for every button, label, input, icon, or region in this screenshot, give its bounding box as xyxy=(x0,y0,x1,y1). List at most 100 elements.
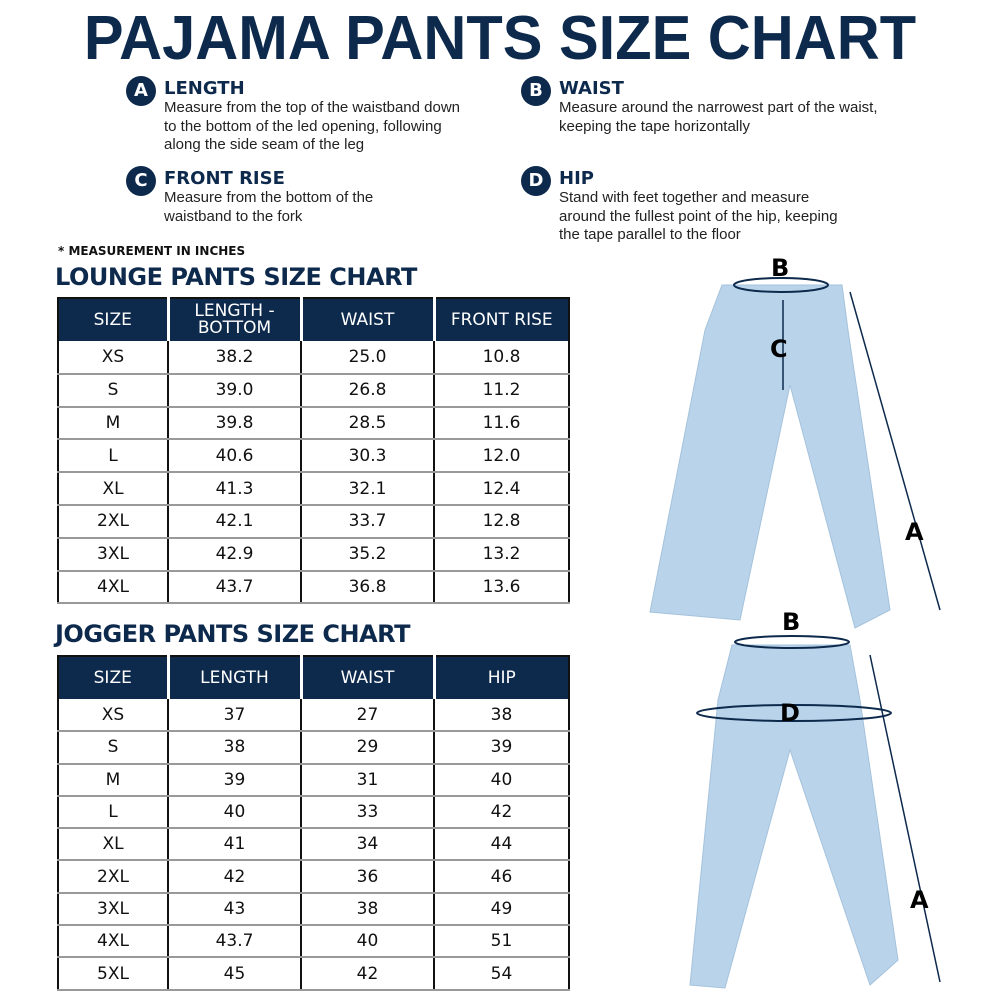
table-row: XL 41.3 32.1 12.4 xyxy=(58,472,569,506)
table-cell: 13.6 xyxy=(434,570,569,605)
definition-waist: B WAIST Measure around the narrowest par… xyxy=(521,76,901,136)
lounge-title: LOUNGE PANTS SIZE CHART xyxy=(55,263,417,291)
hip-tape xyxy=(696,704,892,722)
table-row: S 39.0 26.8 11.2 xyxy=(58,373,569,408)
table-cell: 12.0 xyxy=(434,439,569,474)
definition-text: Measure from the bottom of the waistband… xyxy=(164,189,374,225)
column-header: LENGTH xyxy=(168,656,303,699)
letter-badge: A xyxy=(126,76,156,106)
table-cell: L xyxy=(58,795,169,830)
table-cell: 27 xyxy=(301,699,435,733)
table-cell: 43 xyxy=(168,892,302,927)
table-cell: XL xyxy=(58,472,169,506)
table-cell: 11.6 xyxy=(434,406,569,441)
table-cell: 42.9 xyxy=(168,537,302,572)
table-cell: 45 xyxy=(168,957,302,991)
table-row: 4XL 43.7 40 51 xyxy=(58,925,569,959)
column-header: HIP xyxy=(434,656,569,699)
table-row: 2XL 42 36 46 xyxy=(58,860,569,894)
table-cell: XS xyxy=(58,699,169,733)
letter-badge: C xyxy=(126,166,156,196)
table-row: XS 38.2 25.0 10.8 xyxy=(58,341,569,375)
table-cell: 10.8 xyxy=(434,341,569,375)
table-cell: 3XL xyxy=(58,537,169,572)
table-cell: 34 xyxy=(301,828,435,862)
definition-title: WAIST xyxy=(559,78,624,99)
table-cell: 51 xyxy=(434,925,569,959)
table-cell: 5XL xyxy=(58,957,169,991)
table-cell: 42 xyxy=(434,795,569,830)
table-cell: 39 xyxy=(434,731,569,765)
table-cell: 38 xyxy=(434,699,569,733)
table-cell: 39 xyxy=(168,763,302,797)
letter-badge: D xyxy=(521,166,551,196)
definition-title: HIP xyxy=(559,168,594,189)
length-arrow xyxy=(869,654,941,983)
table-cell: S xyxy=(58,731,169,765)
table-cell: 25.0 xyxy=(301,341,435,375)
table-cell: M xyxy=(58,763,169,797)
column-header: WAIST xyxy=(301,656,436,699)
diagram-label-b: B xyxy=(782,608,800,636)
table-cell: 11.2 xyxy=(434,373,569,408)
table-cell: 54 xyxy=(434,957,569,991)
table-row: 2XL 42.1 33.7 12.8 xyxy=(58,504,569,539)
waist-tape xyxy=(733,277,829,293)
table-cell: 32.1 xyxy=(301,472,435,506)
column-header: FRONT RISE xyxy=(434,298,569,341)
column-header: SIZE xyxy=(58,656,170,699)
table-cell: 38 xyxy=(301,892,435,927)
lounge-size-table: SIZE LENGTH - BOTTOM WAIST FRONT RISE XS 38.2… xyxy=(57,297,570,605)
table-cell: 39.0 xyxy=(168,373,302,408)
table-cell: 38 xyxy=(168,731,302,765)
table-row: L 40 33 42 xyxy=(58,795,569,830)
diagram-label-a: A xyxy=(910,886,929,914)
definition-hip: D HIP Stand with feet together and measu… xyxy=(521,166,901,246)
table-cell: 36 xyxy=(301,860,435,894)
table-cell: 43.7 xyxy=(168,925,302,959)
table-row: M 39.8 28.5 11.6 xyxy=(58,406,569,441)
table-cell: 3XL xyxy=(58,892,169,927)
diagram-label-b: B xyxy=(771,254,789,282)
lounge-pants-image xyxy=(649,284,891,629)
table-cell: 12.4 xyxy=(434,472,569,506)
table-cell: 29 xyxy=(301,731,435,765)
pants-diagram: B C A B D A xyxy=(649,254,941,989)
table-row: 3XL 42.9 35.2 13.2 xyxy=(58,537,569,572)
table-cell: 43.7 xyxy=(168,570,302,605)
table-row: S 38 29 39 xyxy=(58,731,569,765)
table-cell: 37 xyxy=(168,699,302,733)
definition-title: FRONT RISE xyxy=(164,168,285,189)
table-cell: 49 xyxy=(434,892,569,927)
table-cell: 4XL xyxy=(58,570,169,605)
jogger-pants-image xyxy=(689,644,899,989)
table-cell: M xyxy=(58,406,169,441)
jogger-title: JOGGER PANTS SIZE CHART xyxy=(55,620,410,648)
table-cell: 26.8 xyxy=(301,373,435,408)
definition-text: Measure around the narrowest part of the… xyxy=(559,99,878,135)
table-cell: L xyxy=(58,439,169,474)
table-cell: 40 xyxy=(434,763,569,797)
table-cell: 42 xyxy=(301,957,435,991)
table-cell: 28.5 xyxy=(301,406,435,441)
definition-text: Stand with feet together and measure aro… xyxy=(559,189,838,243)
definition-length: A LENGTH Measure from the top of the wai… xyxy=(126,76,506,156)
waist-tape xyxy=(734,635,850,649)
table-cell: 36.8 xyxy=(301,570,435,605)
table-cell: 41 xyxy=(168,828,302,862)
table-row: XS 37 27 38 xyxy=(58,699,569,733)
definition-text: Measure from the top of the waistband do… xyxy=(164,99,461,153)
table-row: 3XL 43 38 49 xyxy=(58,892,569,927)
table-cell: S xyxy=(58,373,169,408)
table-cell: 41.3 xyxy=(168,472,302,506)
column-header: WAIST xyxy=(301,298,436,341)
table-cell: 2XL xyxy=(58,504,169,539)
column-header: SIZE xyxy=(58,298,170,341)
table-cell: 31 xyxy=(301,763,435,797)
table-cell: 33 xyxy=(301,795,435,830)
table-cell: 40 xyxy=(168,795,302,830)
letter-badge: B xyxy=(521,76,551,106)
diagram-label-d: D xyxy=(780,699,800,727)
table-cell: 13.2 xyxy=(434,537,569,572)
page-title: PAJAMA PANTS SIZE CHART xyxy=(83,4,917,73)
